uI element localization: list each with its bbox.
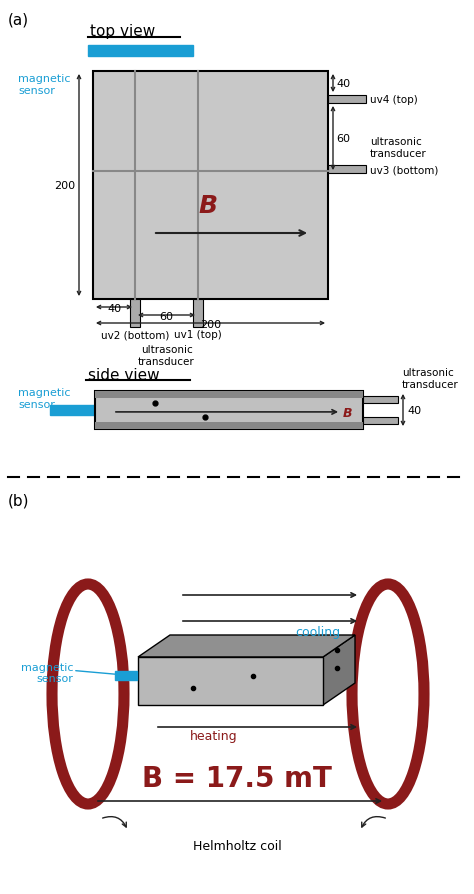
Text: ultrasonic
transducer: ultrasonic transducer <box>402 368 459 390</box>
Text: ultrasonic
transducer: ultrasonic transducer <box>138 344 195 367</box>
Text: ultrasonic
transducer: ultrasonic transducer <box>370 137 427 158</box>
Bar <box>95 392 363 399</box>
Text: 200: 200 <box>200 320 221 330</box>
Text: (a): (a) <box>8 12 29 27</box>
Text: uv3 (bottom): uv3 (bottom) <box>370 164 438 175</box>
Bar <box>328 165 366 173</box>
Text: uv1 (top): uv1 (top) <box>174 330 222 340</box>
Text: B = 17.5 mT: B = 17.5 mT <box>142 764 332 792</box>
Text: 60: 60 <box>336 134 350 144</box>
Text: top view: top view <box>90 24 155 39</box>
Bar <box>363 397 398 403</box>
Bar <box>328 96 366 104</box>
Bar <box>363 417 398 425</box>
Text: Helmholtz coil: Helmholtz coil <box>192 839 282 852</box>
Bar <box>115 671 137 680</box>
Text: 60: 60 <box>159 312 173 322</box>
Polygon shape <box>138 636 355 657</box>
Text: cooling: cooling <box>295 625 340 638</box>
Bar <box>95 423 363 429</box>
Text: 40: 40 <box>336 79 350 89</box>
Bar <box>88 46 193 57</box>
Bar <box>193 299 203 327</box>
Bar <box>138 657 323 705</box>
Text: side view: side view <box>88 367 160 383</box>
Text: B: B <box>198 194 217 218</box>
Polygon shape <box>323 636 355 705</box>
Bar <box>130 299 140 327</box>
Text: 40: 40 <box>107 304 121 314</box>
Text: uv2 (bottom): uv2 (bottom) <box>101 330 169 340</box>
Bar <box>50 406 98 416</box>
Text: 200: 200 <box>54 181 75 190</box>
Bar <box>95 392 363 429</box>
Text: magnetic
sensor: magnetic sensor <box>18 388 71 409</box>
Text: magnetic
sensor: magnetic sensor <box>20 662 73 684</box>
Text: B: B <box>343 407 353 420</box>
Text: 40: 40 <box>407 406 421 416</box>
Text: uv4 (top): uv4 (top) <box>370 95 418 105</box>
Text: (b): (b) <box>8 493 29 509</box>
Text: magnetic
sensor: magnetic sensor <box>18 74 71 96</box>
Text: heating: heating <box>190 730 237 742</box>
Bar <box>93 72 328 299</box>
